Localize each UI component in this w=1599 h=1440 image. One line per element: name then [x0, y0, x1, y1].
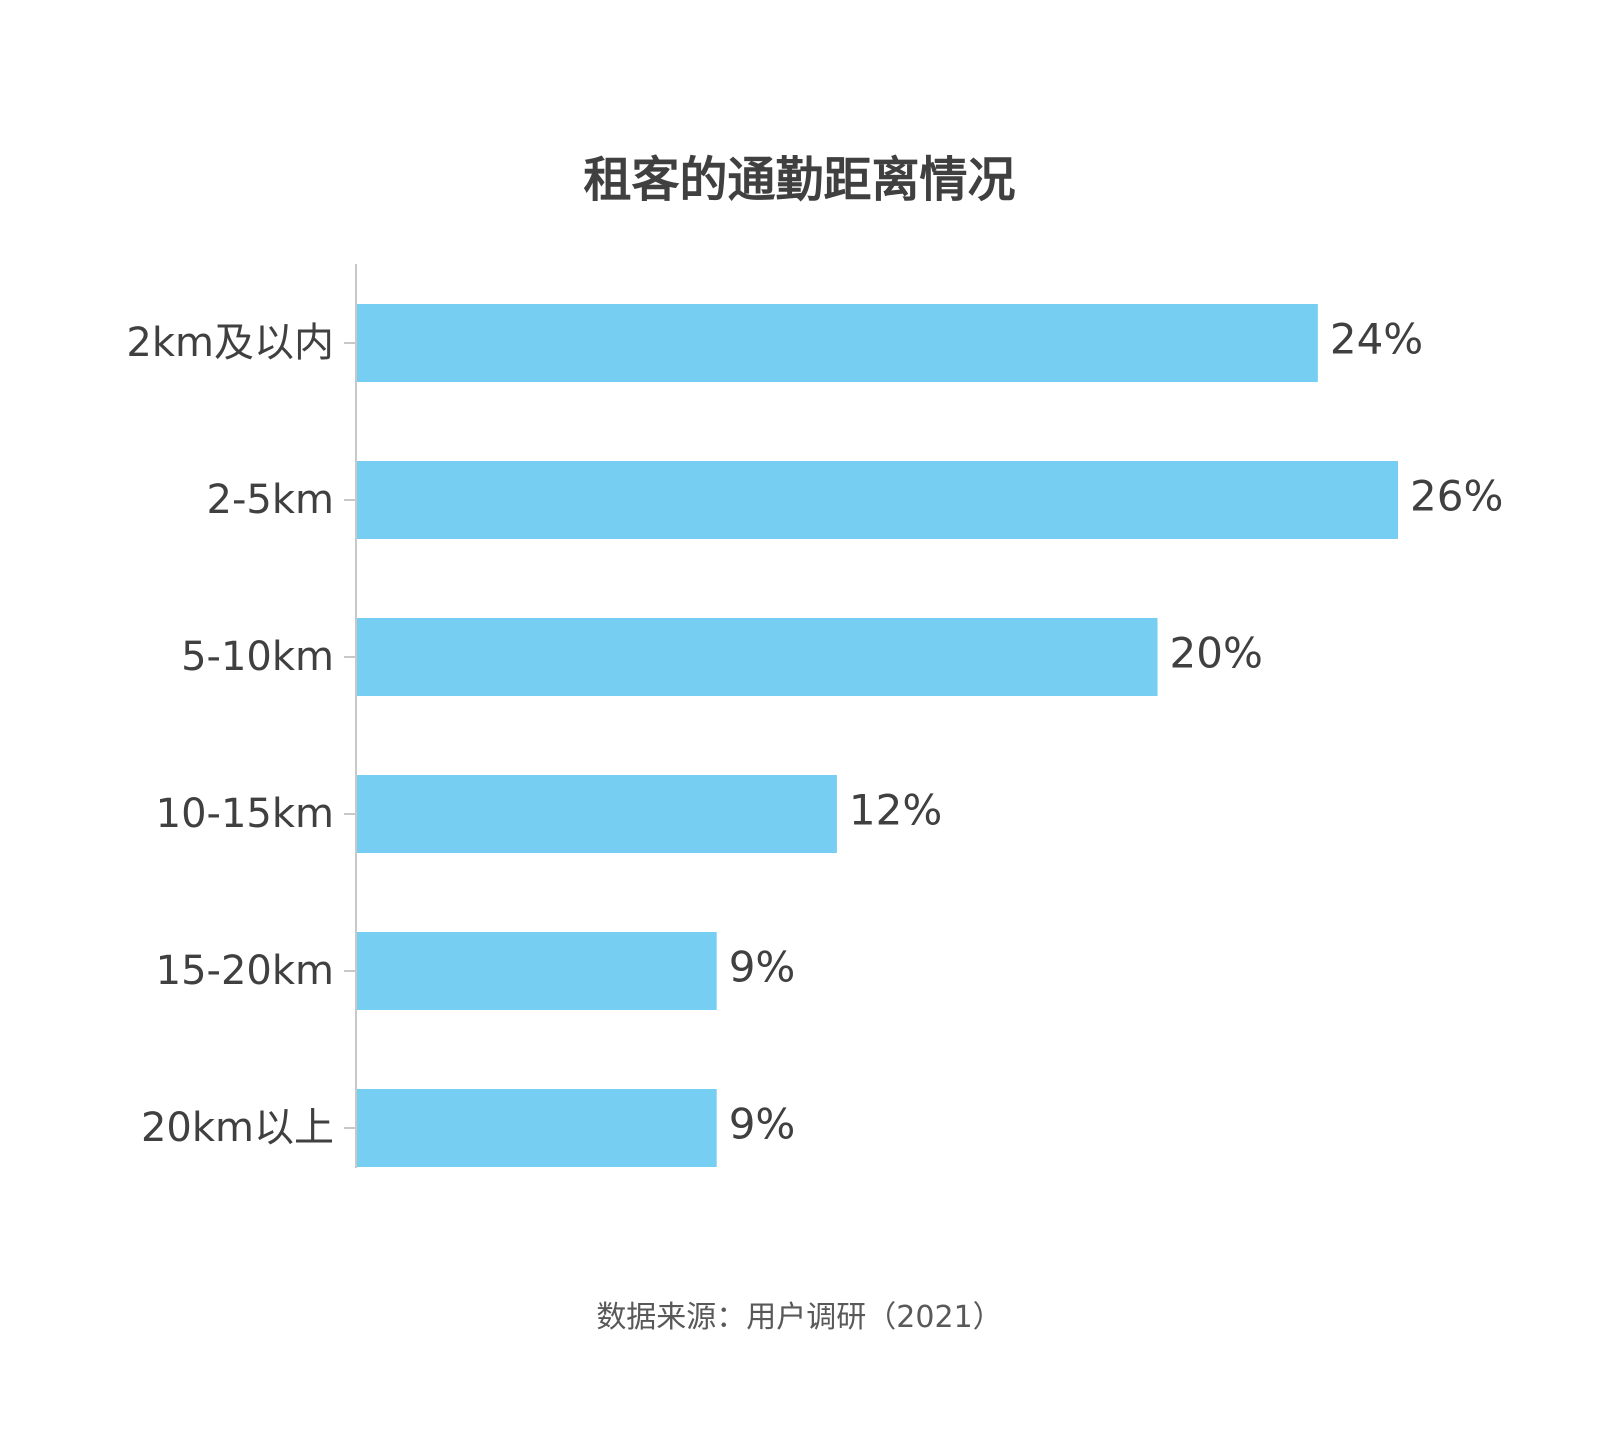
chart-title: 租客的通勤距离情况 [583, 152, 1016, 208]
data-source-note: 数据来源：用户调研（2021） [596, 1300, 1003, 1335]
labels-layer: 2km及以内 24% 2-5km 26% 5-10km 20% 10-15km 12% 15-2… [126, 315, 1503, 1152]
bar-1 [356, 461, 1398, 539]
bar-4 [356, 932, 717, 1010]
bar-3 [356, 775, 837, 853]
category-label-4: 15-20km [156, 948, 334, 994]
value-label-3: 12% [849, 786, 942, 835]
category-label-2: 5-10km [181, 634, 334, 680]
category-label-3: 10-15km [156, 791, 334, 837]
bar-5 [356, 1089, 717, 1167]
bar-2 [356, 618, 1158, 696]
value-label-0: 24% [1330, 315, 1423, 364]
value-label-1: 26% [1410, 472, 1503, 521]
category-label-1: 2-5km [207, 477, 334, 523]
value-label-2: 20% [1170, 629, 1263, 678]
bar-0 [356, 304, 1318, 382]
bars-layer [356, 304, 1398, 1167]
category-label-0: 2km及以内 [126, 320, 334, 366]
value-label-4: 9% [729, 943, 796, 992]
ticks-layer [344, 342, 356, 1129]
category-label-5: 20km以上 [141, 1105, 334, 1151]
value-label-5: 9% [729, 1100, 796, 1149]
